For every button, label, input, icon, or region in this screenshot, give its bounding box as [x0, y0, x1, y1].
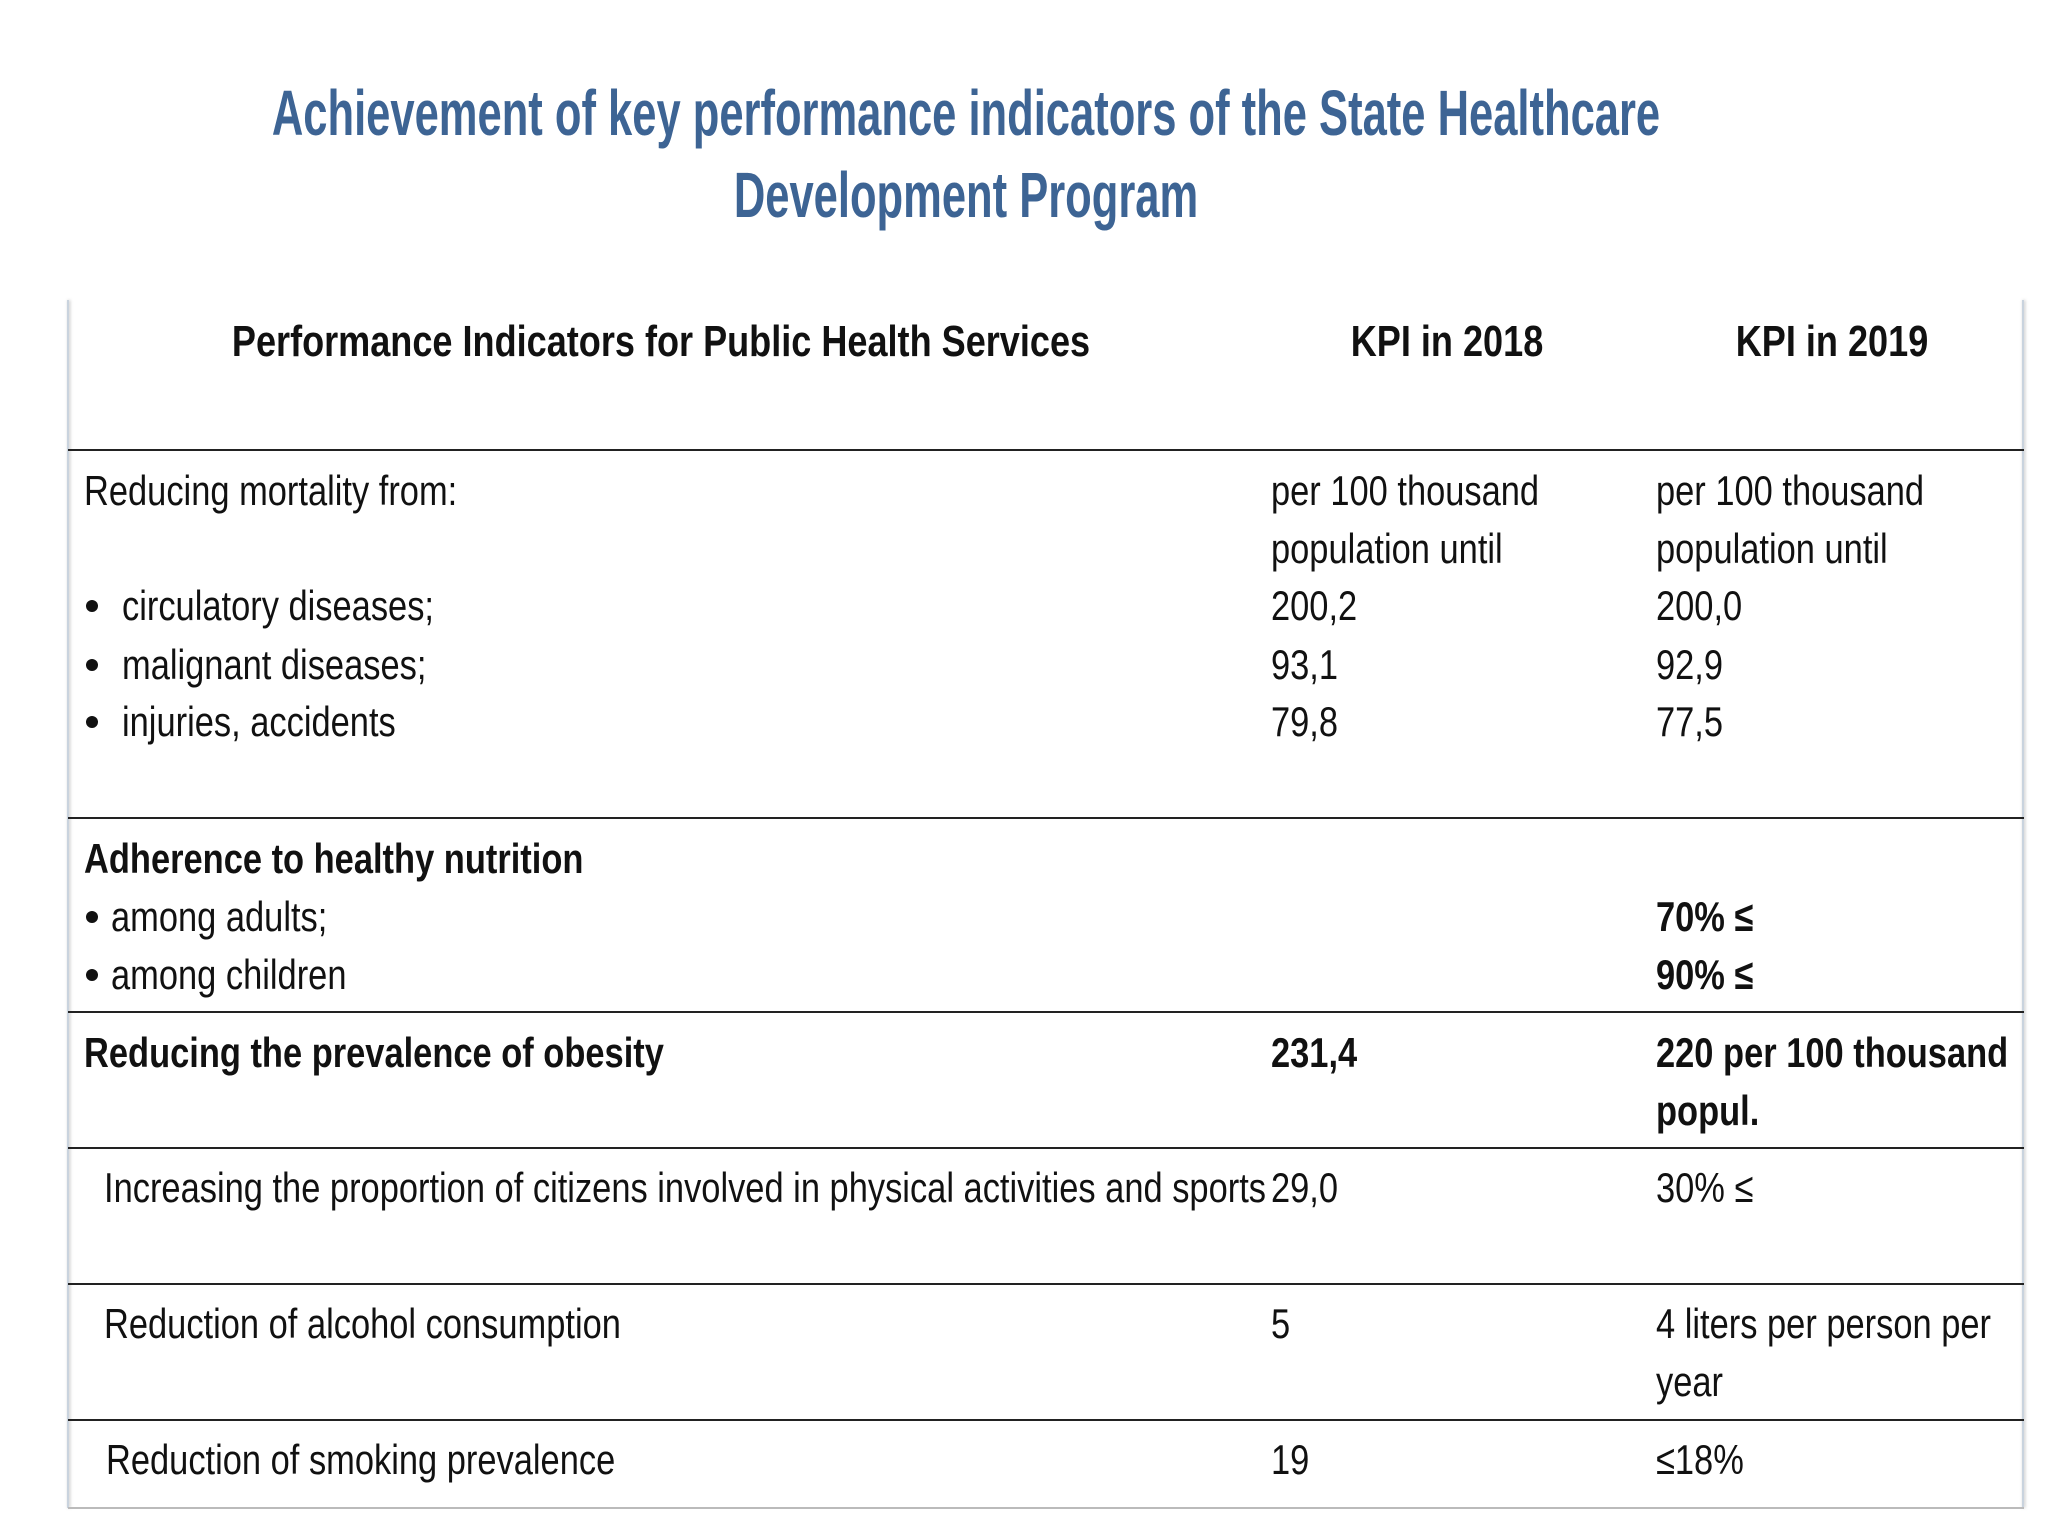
cell: 19: [1271, 1436, 1310, 1483]
cell: 5: [1271, 1300, 1291, 1347]
cell: 90% ≤: [1656, 951, 1754, 998]
column-header: KPI in 2018: [1350, 317, 1544, 366]
cell: 79,8: [1271, 698, 1339, 745]
cell: circulatory diseases;: [122, 582, 434, 629]
table-border: [67, 300, 69, 1508]
row-divider: [68, 1147, 2024, 1149]
cell: ≤18%: [1656, 1436, 1744, 1483]
row-divider: [68, 1419, 2024, 1421]
cell: Adherence to healthy nutrition: [84, 835, 584, 882]
row-divider: [68, 1011, 2024, 1013]
cell: among adults;: [111, 893, 328, 940]
cell: 93,1: [1271, 641, 1339, 688]
cell: Reduction of alcohol consumption: [104, 1300, 621, 1347]
cell: per 100 thousand population until: [1656, 467, 1925, 572]
bullet: [86, 969, 98, 981]
cell: 220 per 100 thousand popul.: [1656, 1029, 2009, 1134]
column-header: Performance Indicators for Public Health…: [231, 317, 1091, 366]
row-divider: [68, 817, 2024, 819]
cell: 30% ≤: [1656, 1164, 1754, 1211]
cell: 231,4: [1271, 1029, 1358, 1076]
cell: among children: [111, 951, 347, 998]
cell: per 100 thousand population until: [1271, 467, 1540, 572]
cell: 200,0: [1656, 582, 1743, 629]
row-divider: [68, 1283, 2024, 1285]
cell: 200,2: [1271, 582, 1358, 629]
table-border: [2022, 300, 2024, 1508]
table-bottom: [68, 1507, 2024, 1509]
cell: Reduction of smoking prevalence: [106, 1436, 616, 1483]
cell: malignant diseases;: [122, 641, 427, 688]
bullet: [86, 911, 98, 923]
cell: Reducing mortality from:: [84, 467, 458, 514]
bullet: [86, 659, 98, 671]
cell: Reducing the prevalence of obesity: [84, 1029, 664, 1076]
row-divider: [68, 449, 2024, 451]
slide-title: Achievement of key performance indicator…: [271, 77, 1661, 231]
cell: 77,5: [1656, 698, 1724, 745]
column-header: KPI in 2019: [1735, 317, 1929, 366]
cell: Increasing the proportion of citizens in…: [104, 1164, 1267, 1211]
cell: 70% ≤: [1656, 893, 1754, 940]
cell: 92,9: [1656, 641, 1724, 688]
bullet: [86, 600, 98, 612]
cell: 29,0: [1271, 1164, 1339, 1211]
cell: 4 liters per person per year: [1656, 1300, 1992, 1405]
bullet: [86, 716, 98, 728]
cell: injuries, accidents: [122, 698, 396, 745]
